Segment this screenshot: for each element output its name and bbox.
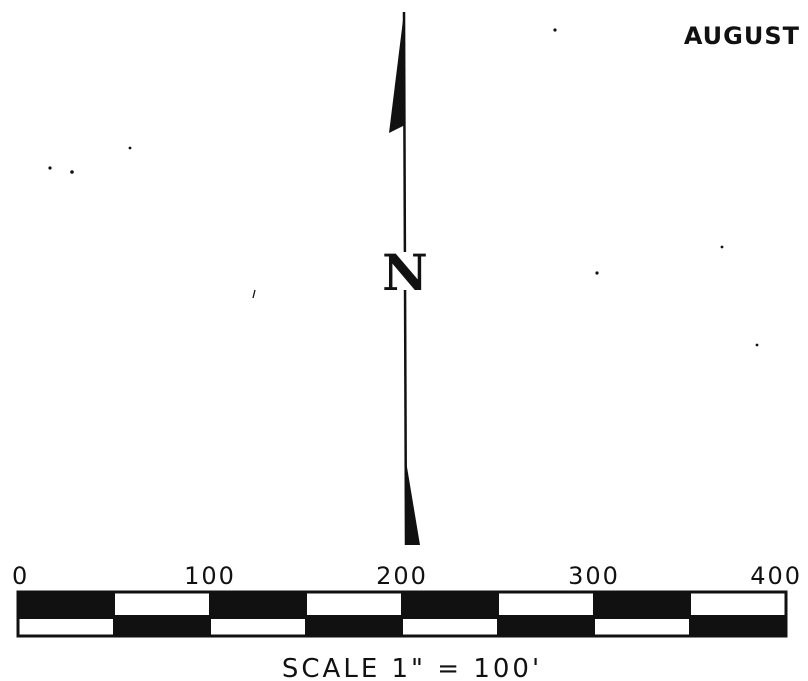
scale-tick-label: 400 xyxy=(750,562,802,590)
month-label: AUGUST xyxy=(683,22,800,50)
scale-segment-lower xyxy=(113,617,211,637)
speck xyxy=(553,28,557,32)
north-arrow-tail xyxy=(405,455,420,545)
scale-tick-label: 0 xyxy=(12,562,29,590)
scale-segment-lower xyxy=(689,617,787,637)
scale-segment-lower xyxy=(593,617,691,637)
scale-segment-lower xyxy=(497,617,595,637)
scale-segment-upper xyxy=(593,591,691,617)
scale-segment-lower xyxy=(305,617,403,637)
speck xyxy=(595,271,599,275)
scale-segment-lower xyxy=(401,617,499,637)
scale-segment-upper xyxy=(689,591,787,617)
speck xyxy=(252,289,256,299)
scale-segment-upper xyxy=(401,591,499,617)
paper-specks xyxy=(48,28,759,347)
speck xyxy=(720,245,724,249)
speck xyxy=(755,343,759,347)
scale-tick-label: 100 xyxy=(184,562,236,590)
speck xyxy=(70,170,74,174)
scale-segment-upper xyxy=(113,591,211,617)
speck xyxy=(128,146,132,150)
scale-segment-lower xyxy=(17,617,115,637)
scale-tick-label: 200 xyxy=(376,562,428,590)
scale-frame xyxy=(16,590,788,638)
north-letter: N xyxy=(382,243,428,302)
north-arrow-icon: N xyxy=(382,11,428,546)
scale-caption: SCALE 1" = 100' xyxy=(282,654,542,681)
scale-bar xyxy=(16,590,788,638)
north-letter-backdrop xyxy=(394,252,418,290)
speck xyxy=(48,166,52,170)
scale-segment-upper xyxy=(17,591,115,617)
scale-segment-upper xyxy=(209,591,307,617)
scale-tick-labels: 0 100 200 300 400 xyxy=(12,562,802,590)
scale-segment-lower xyxy=(209,617,307,637)
scale-tick-label: 300 xyxy=(568,562,620,590)
scale-segment-upper xyxy=(305,591,403,617)
scale-segment-upper xyxy=(497,591,595,617)
north-arrow-head xyxy=(389,12,405,133)
